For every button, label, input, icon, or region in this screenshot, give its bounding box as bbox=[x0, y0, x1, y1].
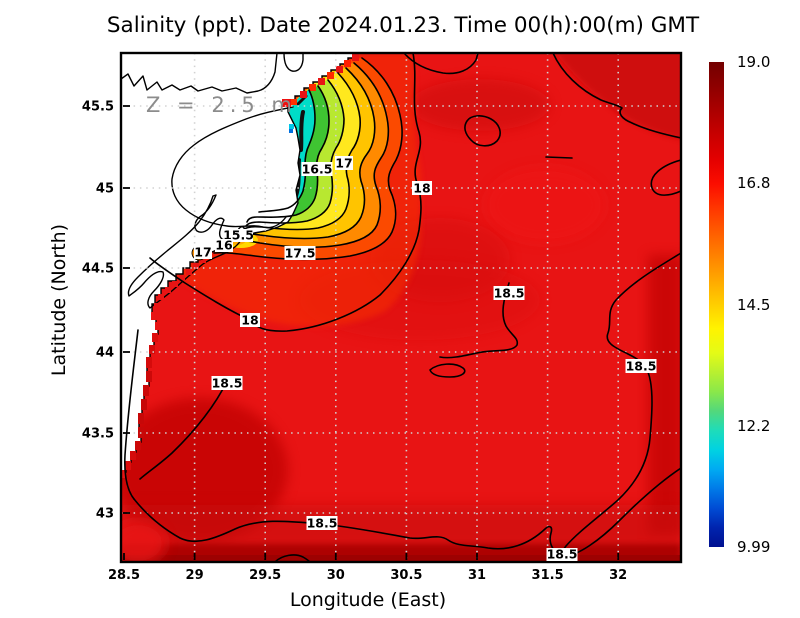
gridlines bbox=[121, 53, 681, 562]
y-tick-label: 44.5 bbox=[82, 262, 114, 277]
contour-185-loop bbox=[429, 363, 466, 378]
y-tick-label: 44 bbox=[96, 346, 114, 361]
contour-18-top bbox=[403, 53, 479, 75]
plot-frame bbox=[119, 51, 683, 564]
contour-label: 18.5 bbox=[306, 516, 338, 531]
contour-185-z bbox=[439, 282, 519, 359]
coastline-top-bay bbox=[283, 53, 304, 72]
coastline-north-squiggle bbox=[121, 53, 278, 94]
y-axis: 45.5 45 44.5 44 43.5 43 Latitude (North) bbox=[48, 100, 114, 522]
y-tick-label: 45.5 bbox=[82, 100, 114, 115]
contour-label: 18 bbox=[412, 181, 432, 196]
y-tick-label: 45 bbox=[96, 182, 114, 197]
contour-label-text: 16 bbox=[215, 238, 233, 253]
y-tick-label: 43 bbox=[96, 507, 114, 522]
contour-label-text: 17.5 bbox=[285, 246, 316, 261]
contour-label-text: 18.5 bbox=[307, 516, 338, 531]
x-tick-label: 29 bbox=[186, 568, 204, 583]
contour-label: 17.5 bbox=[284, 246, 316, 261]
contour-185-wiggle bbox=[650, 159, 681, 196]
contour-185-blob bbox=[464, 115, 501, 147]
y-tick-label: 43.5 bbox=[82, 427, 114, 442]
contour-185-left-a bbox=[124, 329, 139, 500]
colorbar-tick-label: 16.8 bbox=[737, 174, 770, 192]
contour-label: 18.5 bbox=[625, 359, 657, 374]
x-axis-title: Longitude (East) bbox=[290, 589, 446, 611]
x-axis: 28.5 29 29.5 30 30.5 31 31.5 32 Longitud… bbox=[108, 568, 627, 611]
plume-contours bbox=[213, 57, 403, 261]
contour-label-text: 16.5 bbox=[302, 162, 333, 177]
colorbar-tick-label: 14.5 bbox=[737, 296, 770, 314]
contour-label-text: 17 bbox=[194, 245, 211, 260]
colorbar-tick-label: 9.99 bbox=[737, 538, 770, 556]
contour-18 bbox=[149, 53, 422, 332]
contour-label: 18.5 bbox=[493, 286, 525, 301]
contour-185-dash bbox=[545, 156, 573, 159]
contour-185-left-b bbox=[139, 380, 228, 480]
colorbar-tick-label: 12.2 bbox=[737, 417, 770, 435]
land-masses bbox=[121, 53, 359, 478]
coastline-lagoons bbox=[127, 194, 246, 309]
y-axis-title: Latitude (North) bbox=[48, 224, 70, 376]
x-tick-label: 30.5 bbox=[390, 568, 422, 583]
x-tick-label: 32 bbox=[609, 568, 627, 583]
depth-annotation: Z = 2.5 m bbox=[146, 93, 297, 117]
contour-label-text: 17 bbox=[335, 156, 352, 171]
colorbar-gradient bbox=[709, 62, 724, 547]
contour-label-text: 18 bbox=[241, 313, 258, 328]
x-tick-label: 31 bbox=[468, 568, 486, 583]
contour-label: 16.5 bbox=[301, 162, 333, 177]
contour-label: 15.5 bbox=[223, 228, 254, 243]
contour-label: 16 bbox=[215, 238, 233, 253]
contour-label-text: 15.5 bbox=[223, 228, 254, 243]
contour-label-text: 18.5 bbox=[626, 359, 657, 374]
contour-label: 18 bbox=[240, 313, 260, 328]
colorbar-tick-label: 19.0 bbox=[737, 53, 770, 71]
contour-label-text: 18.5 bbox=[212, 376, 243, 391]
contour-label-text: 18 bbox=[413, 181, 430, 196]
sea-shading bbox=[121, 53, 681, 562]
x-tick-label: 28.5 bbox=[108, 568, 140, 583]
contour-label: 18.5 bbox=[211, 376, 243, 391]
contour-185-bottom-rise bbox=[561, 467, 681, 558]
contour-label: 17 bbox=[335, 156, 353, 171]
contour-label-text: 18.5 bbox=[547, 547, 578, 562]
contour-label: 18.5 bbox=[546, 547, 578, 562]
contour-185-bottom bbox=[133, 498, 563, 558]
contour-labels: 18 18 17.5 17 17 16.5 15.5 16 18.5 18.5 … bbox=[194, 156, 657, 562]
contour-label: 17 bbox=[194, 245, 212, 260]
contour-label-text: 18.5 bbox=[494, 286, 525, 301]
contour-185-upper-right bbox=[552, 53, 681, 139]
axis-ticks bbox=[123, 105, 620, 560]
plot-area bbox=[121, 53, 681, 562]
x-tick-label: 31.5 bbox=[532, 568, 564, 583]
x-tick-label: 30 bbox=[327, 568, 345, 583]
x-tick-label: 29.5 bbox=[249, 568, 281, 583]
plot-title: Salinity (ppt). Date 2024.01.23. Time 00… bbox=[107, 13, 700, 38]
colorbar: 19.0 16.8 14.5 12.2 9.99 bbox=[709, 53, 770, 556]
